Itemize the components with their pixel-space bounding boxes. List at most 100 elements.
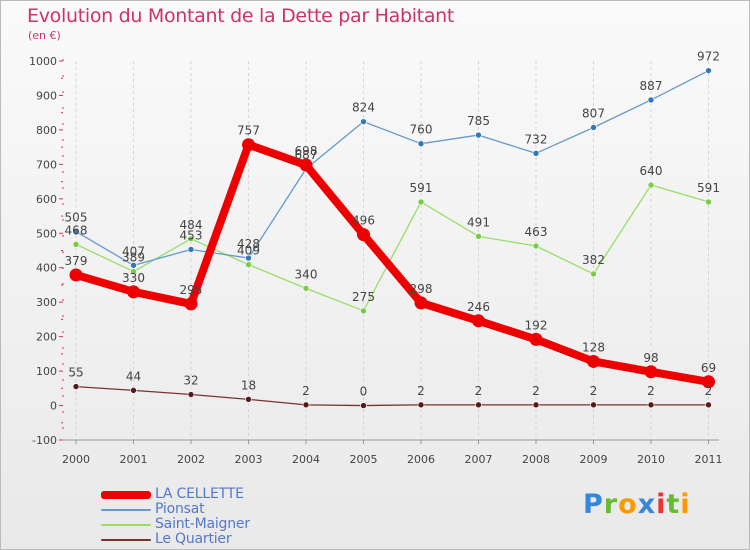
data-point xyxy=(72,228,80,235)
data-label: 340 xyxy=(295,267,318,281)
x-tick-label: 2006 xyxy=(407,453,435,466)
data-point xyxy=(417,198,425,206)
y-tick-label: 1000 xyxy=(29,55,57,68)
data-point xyxy=(475,401,482,409)
logo-letter: r xyxy=(603,489,619,520)
data-label: 760 xyxy=(410,123,433,137)
data-label: 295 xyxy=(180,283,203,297)
series-line xyxy=(75,69,710,266)
logo-letter: t xyxy=(666,489,681,520)
data-point xyxy=(417,401,425,409)
data-label: 687 xyxy=(295,148,318,162)
data-point xyxy=(475,233,482,240)
data-point xyxy=(532,242,540,250)
x-tick-label: 2000 xyxy=(62,453,90,466)
data-point xyxy=(587,354,600,368)
data-point xyxy=(302,285,310,292)
data-label: 192 xyxy=(525,318,548,332)
data-point xyxy=(472,314,485,328)
data-label: 887 xyxy=(640,79,663,93)
data-point xyxy=(360,402,367,409)
legend-label: Pionsat xyxy=(155,501,205,517)
x-tick-label: 2005 xyxy=(350,453,378,466)
data-label: 18 xyxy=(241,378,256,392)
data-label: 698 xyxy=(295,144,318,158)
data-label: 591 xyxy=(410,181,433,195)
logo-letter: i xyxy=(656,489,667,520)
data-point xyxy=(702,375,715,389)
data-label: 275 xyxy=(352,290,375,304)
data-label: 407 xyxy=(122,244,145,258)
labels-la-cellette: 379 330 295 757 698 496 298 246 192 128 98 69 xyxy=(65,124,717,375)
logo-letter: i xyxy=(680,489,691,520)
data-point xyxy=(130,387,137,394)
labels-le-quartier: 55 44 32 18 2 0 2 2 2 2 2 2 xyxy=(68,366,712,399)
legend-swatch xyxy=(101,491,151,499)
data-point xyxy=(69,268,83,282)
data-label: 2 xyxy=(532,384,540,398)
data-point xyxy=(187,235,195,243)
data-label: 2 xyxy=(302,384,310,398)
data-point xyxy=(529,332,543,346)
legend-label: Le Quartier xyxy=(155,531,232,547)
data-point xyxy=(417,140,425,147)
data-point xyxy=(590,401,597,409)
data-label: 2 xyxy=(590,384,598,398)
x-tick-label: 2003 xyxy=(235,453,263,466)
legend-swatch xyxy=(101,539,151,541)
data-label: 379 xyxy=(65,254,88,268)
x-tick-label: 2002 xyxy=(177,453,205,466)
data-point xyxy=(357,228,370,242)
y-tick-label: -100 xyxy=(32,434,57,447)
data-label: 382 xyxy=(582,253,605,267)
data-point xyxy=(360,118,367,125)
labels-saint-maigner: 468 389 484 409 340 275 591 491 463 382 640 591 xyxy=(65,164,720,304)
data-point xyxy=(302,401,310,409)
data-label: 757 xyxy=(237,124,260,138)
data-point xyxy=(644,365,658,379)
data-label: 463 xyxy=(525,225,548,239)
logo-letter: o xyxy=(618,489,638,520)
data-label: 732 xyxy=(525,132,548,146)
data-point xyxy=(187,246,195,253)
data-label: 69 xyxy=(701,361,716,375)
data-label: 972 xyxy=(697,50,720,64)
labels-pionsat: 505 407 453 428 687 824 760 785 732 807 887 972 xyxy=(65,50,720,259)
data-label: 2 xyxy=(647,384,655,398)
data-point xyxy=(245,254,252,262)
data-label: 389 xyxy=(122,251,145,265)
chart-subtitle: (en €) xyxy=(28,29,61,42)
series-la-cellette xyxy=(69,138,715,389)
legend-swatch xyxy=(101,509,151,511)
data-label: 2 xyxy=(475,384,483,398)
y-tick-label: 700 xyxy=(36,158,57,171)
data-point xyxy=(590,124,597,131)
data-point xyxy=(532,401,540,409)
data-label: 505 xyxy=(65,211,88,225)
data-point xyxy=(187,391,195,398)
x-tick-label: 2007 xyxy=(465,453,493,466)
legend-label: Saint-Maigner xyxy=(155,516,250,532)
legend-swatch xyxy=(101,524,151,526)
data-label: 468 xyxy=(65,223,88,237)
data-label: 496 xyxy=(352,214,375,228)
data-label: 2 xyxy=(417,384,425,398)
chart-title: Evolution du Montant de la Dette par Hab… xyxy=(27,5,455,27)
data-label: 246 xyxy=(467,300,490,314)
data-label: 298 xyxy=(410,282,433,296)
data-label: 32 xyxy=(183,374,198,388)
data-point xyxy=(245,396,252,403)
data-label: 807 xyxy=(582,106,605,120)
y-tick-label: 100 xyxy=(36,365,57,378)
data-point xyxy=(72,383,80,390)
y-tick-label: 400 xyxy=(36,262,57,275)
data-point xyxy=(245,261,252,268)
data-point xyxy=(130,262,137,269)
data-label: 491 xyxy=(467,215,490,229)
data-point xyxy=(184,297,198,311)
series-saint-maigner xyxy=(72,181,712,315)
data-point xyxy=(532,150,540,157)
data-point xyxy=(705,198,712,206)
y-tick-label: 800 xyxy=(36,124,57,137)
